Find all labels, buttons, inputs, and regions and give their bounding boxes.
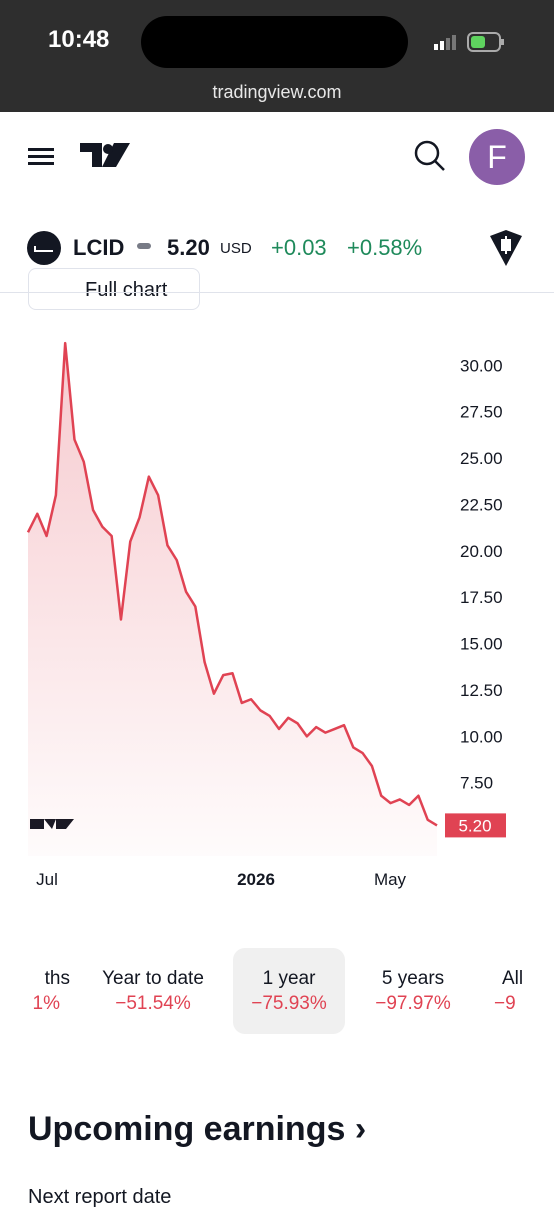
period-tab[interactable]: 5 years −97.97% xyxy=(357,948,469,1034)
period-tab[interactable]: Year to date −51.54% xyxy=(97,948,209,1034)
change-percent: +0.58% xyxy=(347,235,423,260)
ticker-symbol: LCID xyxy=(73,235,125,260)
x-tick-label: Jul xyxy=(36,870,58,889)
divider xyxy=(0,292,554,293)
alert-icon[interactable] xyxy=(486,228,526,268)
price: 5.20 xyxy=(167,235,210,260)
ticker-row: LCID 5.20 USD +0.03 +0.58% xyxy=(0,224,554,270)
y-tick-label: 7.50 xyxy=(460,774,493,793)
period-label: 5 years xyxy=(381,968,445,989)
period-tab-selected[interactable]: 1 year −75.93% xyxy=(233,948,345,1034)
status-icons xyxy=(434,32,504,52)
y-tick-label: 20.00 xyxy=(460,542,503,561)
y-tick-label: 27.50 xyxy=(460,403,503,422)
logo[interactable] xyxy=(80,143,130,167)
y-tick-label: 30.00 xyxy=(460,356,503,375)
ticker-logo xyxy=(27,231,61,265)
y-tick-label: 15.00 xyxy=(460,635,503,654)
avatar[interactable]: F xyxy=(469,129,525,185)
period-tab[interactable]: All −9 xyxy=(494,948,554,1034)
last-price-box xyxy=(445,813,506,838)
price-area xyxy=(28,343,437,856)
x-tick-label: 2026 xyxy=(237,870,275,889)
y-tick-label: 17.50 xyxy=(460,588,503,607)
section-title[interactable]: Upcoming earnings › xyxy=(28,1110,367,1148)
period-value: −51.54% xyxy=(115,993,191,1014)
dynamic-island xyxy=(141,16,408,68)
section-title-text: Upcoming earnings xyxy=(28,1110,346,1148)
period-value: −97.97% xyxy=(375,993,451,1014)
period-label: Year to date xyxy=(102,968,204,989)
change: +0.03 xyxy=(271,235,327,260)
search[interactable] xyxy=(412,138,448,174)
period-value: −9 xyxy=(494,993,516,1014)
period-label: ths xyxy=(44,968,70,989)
section-subtitle: Next report date xyxy=(28,1186,172,1208)
x-tick-label: May xyxy=(374,870,407,889)
currency: USD xyxy=(220,240,252,257)
menu[interactable] xyxy=(28,148,54,165)
period-value: 1% xyxy=(32,993,60,1014)
header-icons xyxy=(28,143,130,167)
period-tab[interactable]: ths 1% xyxy=(0,948,102,1034)
y-tick-label: 10.00 xyxy=(460,727,503,746)
price-line xyxy=(26,341,438,827)
last-price-label: 5.20 xyxy=(458,816,491,835)
y-tick-label: 12.50 xyxy=(460,681,503,700)
y-tick-label: 25.00 xyxy=(460,449,503,468)
market-status xyxy=(137,243,151,249)
chart: 30.00 27.50 25.00 22.50 20.00 17.50 15.00 12.50… xyxy=(26,341,506,889)
clock: 10:48 xyxy=(48,26,110,53)
period-label: 1 year xyxy=(262,968,316,989)
period-label: All xyxy=(502,968,524,989)
full-chart-button[interactable]: Full chart xyxy=(28,268,200,310)
url-bar[interactable]: tradingview.com xyxy=(212,82,342,102)
period-value: −75.93% xyxy=(251,993,327,1014)
y-tick-label: 22.50 xyxy=(460,495,503,514)
